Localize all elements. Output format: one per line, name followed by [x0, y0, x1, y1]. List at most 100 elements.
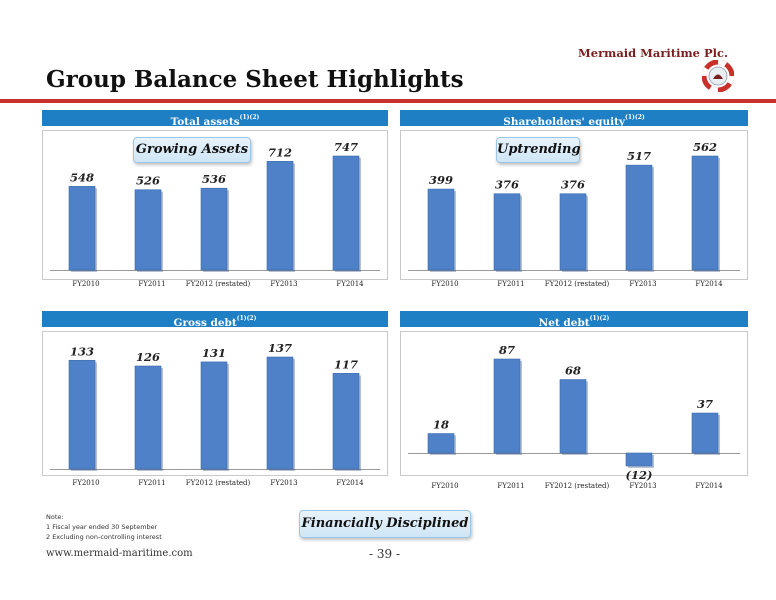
net-debt-header: Net debt(1)(2) — [400, 311, 748, 329]
category-label: FY2013 — [629, 280, 656, 288]
equity-chart: 399 FY2010 376 FY2011 376 FY2012 (restated) 51… — [400, 130, 748, 288]
category-label: FY2010 — [431, 280, 458, 288]
category-label: FY2011 — [138, 479, 165, 487]
data-label: 747 — [334, 140, 358, 154]
note-1: 1 Fiscal year ended 30 September — [46, 523, 158, 531]
total-assets-header: Total assets(1)(2) — [42, 110, 388, 128]
gross-debt-note-ref: (1)(2) — [236, 315, 257, 322]
bar-group: 517 — [625, 149, 654, 272]
bar-group: 712 — [266, 145, 295, 272]
data-label: 133 — [70, 344, 94, 358]
data-label: 68 — [565, 364, 581, 378]
bar — [68, 186, 96, 271]
data-label: 137 — [268, 341, 292, 355]
bar — [200, 187, 228, 271]
bar-group: 133 — [68, 344, 97, 471]
category-label: FY2010 — [72, 479, 99, 487]
bar-group: 376 — [559, 178, 588, 272]
bar — [691, 412, 719, 454]
note-heading: Note: — [46, 513, 64, 521]
data-label: 126 — [136, 350, 160, 364]
data-label: 536 — [202, 172, 226, 186]
data-label: 562 — [693, 140, 717, 154]
bar — [625, 452, 653, 467]
equity-title: Shareholders' equity — [503, 116, 626, 128]
total-assets-note-ref: (1)(2) — [239, 114, 260, 121]
category-label: FY2011 — [497, 482, 524, 490]
data-label: 376 — [561, 178, 585, 192]
data-label: 37 — [697, 397, 713, 411]
bar-group: 87 — [493, 343, 522, 455]
category-label: FY2013 — [629, 482, 656, 490]
category-label: FY2014 — [695, 280, 723, 288]
company-brand: Mermaid Maritime Plc. — [578, 46, 728, 60]
bar — [200, 361, 228, 470]
category-label: FY2012 (restated) — [186, 280, 251, 288]
bar — [134, 189, 162, 271]
data-label: 548 — [70, 170, 94, 184]
bar — [625, 164, 653, 271]
data-label: 87 — [499, 343, 515, 357]
bar — [266, 161, 294, 271]
data-label: 18 — [433, 418, 449, 432]
bar-group: 126 — [134, 350, 163, 471]
bar-group: (12) — [625, 452, 654, 482]
category-label: FY2012 (restated) — [545, 280, 610, 288]
category-label: FY2014 — [336, 280, 364, 288]
equity-note-ref: (1)(2) — [625, 114, 645, 121]
bar — [332, 155, 360, 271]
bar-group: 536 — [200, 172, 229, 272]
bar-group: 747 — [332, 140, 361, 272]
uptrending-badge: Uptrending — [496, 137, 581, 163]
financially-disciplined-badge: Financially Disciplined — [299, 510, 471, 538]
category-label: FY2011 — [497, 280, 524, 288]
data-label: 712 — [268, 145, 292, 159]
total-assets-title: Total assets — [170, 116, 240, 128]
bar — [493, 358, 521, 454]
bar — [427, 188, 455, 271]
bar — [266, 356, 294, 470]
bar-group: 68 — [559, 364, 588, 455]
bar-group: 548 — [68, 170, 97, 272]
data-label: 517 — [627, 149, 651, 163]
equity-header: Shareholders' equity(1)(2) — [400, 110, 748, 128]
gross-debt-header: Gross debt(1)(2) — [42, 311, 388, 329]
total-assets-chart: 548 FY2010 526 FY2011 536 FY2012 (restated) 71… — [42, 130, 388, 288]
bar-group: 131 — [200, 346, 229, 471]
data-label: 399 — [429, 173, 453, 187]
category-label: FY2010 — [72, 280, 99, 288]
data-label: (12) — [626, 468, 653, 482]
category-label: FY2010 — [431, 482, 458, 490]
lifebuoy-logo-icon — [702, 60, 734, 92]
bar-group: 562 — [691, 140, 720, 272]
bar-group: 399 — [427, 173, 456, 272]
data-label: 526 — [136, 174, 160, 188]
category-label: FY2013 — [270, 479, 297, 487]
page-number: - 39 - — [369, 547, 401, 561]
bar — [493, 193, 521, 271]
title-divider — [0, 99, 776, 103]
bar — [68, 359, 96, 470]
bar — [332, 373, 360, 470]
category-label: FY2011 — [138, 280, 165, 288]
bar-group: 117 — [332, 357, 361, 471]
data-label: 117 — [334, 357, 358, 371]
gross-debt-title: Gross debt — [173, 317, 237, 329]
bar — [691, 155, 719, 271]
bar — [559, 379, 587, 454]
bar-group: 37 — [691, 397, 720, 455]
category-label: FY2012 (restated) — [186, 479, 251, 487]
bar-group: 376 — [493, 178, 522, 272]
bar — [559, 193, 587, 271]
category-label: FY2012 (restated) — [545, 482, 610, 490]
gross-debt-chart: 133 FY2010 126 FY2011 131 FY2012 (restated) 13… — [42, 331, 388, 487]
category-label: FY2014 — [695, 482, 723, 490]
footnotes: Note: 1 Fiscal year ended 30 September 2… — [46, 512, 162, 542]
growing-assets-badge: Growing Assets — [133, 137, 251, 163]
net-debt-note-ref: (1)(2) — [589, 315, 610, 322]
note-2: 2 Excluding non-controlling interest — [46, 533, 162, 541]
data-label: 131 — [202, 346, 226, 360]
data-label: 376 — [495, 178, 519, 192]
category-label: FY2013 — [270, 280, 297, 288]
